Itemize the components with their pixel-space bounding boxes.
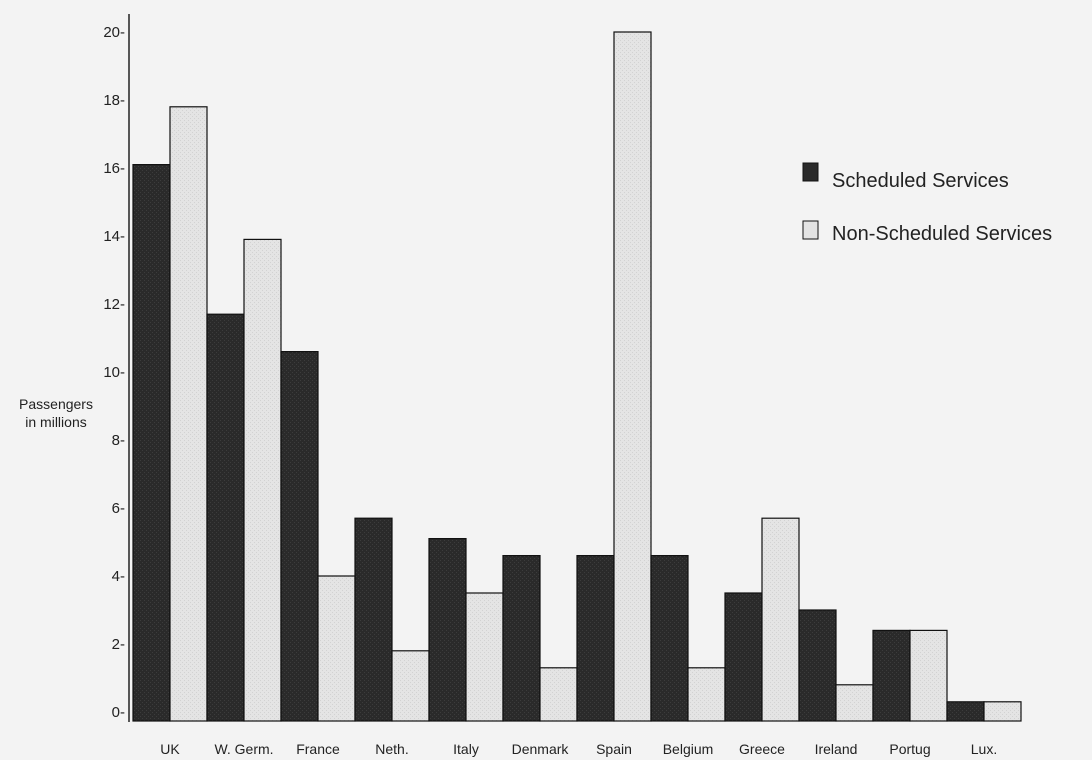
- bar-scheduled-italy: [428, 537, 467, 722]
- legend-swatch-scheduled: [802, 162, 819, 182]
- x-category-label-w-germ: W. Germ.: [214, 741, 273, 757]
- x-category-label-ireland: Ireland: [815, 741, 858, 757]
- legend-label-scheduled: Scheduled Services: [832, 170, 1009, 192]
- x-category-label-denmark: Denmark: [512, 741, 570, 757]
- x-category-label-portug: Portug: [889, 741, 930, 757]
- x-category-label-spain: Spain: [596, 741, 632, 757]
- y-axis-label-line1: Passengers: [19, 396, 93, 412]
- x-category-label-france: France: [296, 741, 340, 757]
- legend: Scheduled Services Non-Scheduled Service…: [802, 162, 1052, 245]
- bar-non-scheduled-belgium: [687, 667, 726, 722]
- y-tick-label-14: 14-: [103, 228, 125, 245]
- bar-scheduled-ireland: [798, 609, 837, 722]
- bar-non-scheduled-uk: [169, 106, 208, 722]
- bar-scheduled-lux: [946, 701, 985, 722]
- y-tick-label-2: 2-: [112, 636, 125, 653]
- bar-scheduled-portug: [872, 629, 911, 722]
- bar-non-scheduled-w-germ: [243, 238, 282, 722]
- y-tick-label-6: 6-: [112, 500, 125, 517]
- bar-series-group: [132, 31, 1022, 722]
- bar-non-scheduled-ireland: [835, 684, 874, 722]
- y-tick-label-4: 4-: [112, 568, 125, 585]
- legend-label-non-scheduled: Non-Scheduled Services: [832, 223, 1052, 245]
- y-tick-label-10: 10-: [103, 364, 125, 381]
- x-category-label-belgium: Belgium: [663, 741, 714, 757]
- bar-non-scheduled-italy: [465, 592, 504, 722]
- bar-non-scheduled-neth: [391, 650, 430, 722]
- bar-scheduled-neth: [354, 517, 393, 722]
- y-tick-label-8: 8-: [112, 432, 125, 449]
- y-tick-label-12: 12-: [103, 296, 125, 313]
- x-category-label-italy: Italy: [453, 741, 479, 757]
- bar-scheduled-france: [280, 351, 319, 722]
- bar-scheduled-uk: [132, 164, 171, 722]
- y-tick-label-20: 20-: [103, 24, 125, 41]
- bar-non-scheduled-portug: [909, 629, 948, 722]
- x-category-label-uk: UK: [160, 741, 180, 757]
- bar-non-scheduled-denmark: [539, 667, 578, 722]
- y-tick-label-0: 0-: [112, 704, 125, 721]
- bar-non-scheduled-spain: [613, 31, 652, 722]
- y-tick-label-16: 16-: [103, 160, 125, 177]
- bar-scheduled-w-germ: [206, 313, 245, 722]
- x-category-label-lux: Lux.: [971, 741, 997, 757]
- bar-scheduled-spain: [576, 554, 615, 722]
- y-axis-ticks: 0- 2- 4- 6- 8- 10- 12- 14- 16- 18- 20-: [103, 24, 125, 721]
- bar-scheduled-belgium: [650, 554, 689, 722]
- x-category-label-greece: Greece: [739, 741, 785, 757]
- bar-non-scheduled-france: [317, 575, 356, 722]
- legend-swatch-non-scheduled: [802, 220, 819, 240]
- bar-non-scheduled-lux: [983, 701, 1022, 722]
- bar-scheduled-denmark: [502, 554, 541, 722]
- y-axis-label-line2: in millions: [25, 414, 86, 430]
- bar-non-scheduled-greece: [761, 517, 800, 722]
- x-category-label-neth: Neth.: [375, 741, 408, 757]
- x-axis-category-labels: UK W. Germ. France Neth. Italy Denmark Spain Be…: [160, 741, 997, 757]
- y-tick-label-18: 18-: [103, 92, 125, 109]
- bar-scheduled-greece: [724, 592, 763, 722]
